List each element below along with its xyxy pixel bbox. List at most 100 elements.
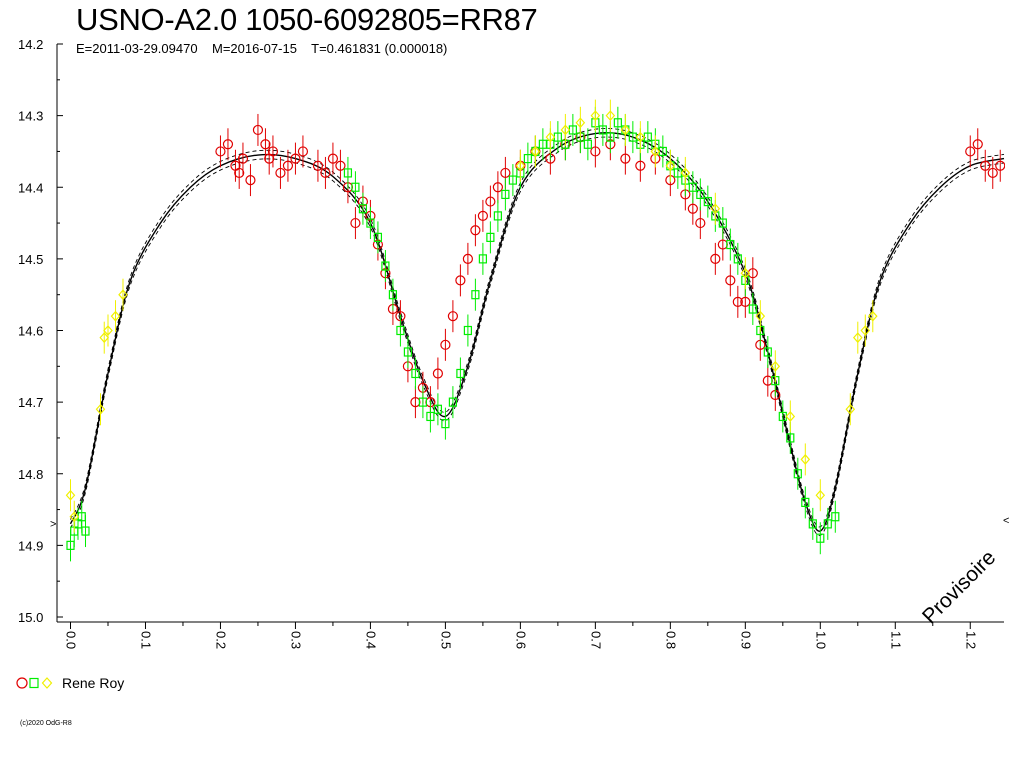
square-point-green	[343, 156, 353, 189]
diamond-point-yellow	[560, 113, 571, 146]
circle-point-red	[462, 242, 473, 275]
diamond-point-yellow	[740, 257, 751, 290]
square-point-green	[426, 400, 435, 433]
diamond-point-yellow	[800, 443, 811, 476]
x-tick-label: 0.9	[738, 631, 753, 649]
circle-point-red	[972, 128, 983, 161]
diamond-point-yellow	[650, 135, 661, 168]
circle-point-red	[327, 142, 339, 175]
legend: Rene Roy	[16, 675, 124, 691]
y-tick-label: 14.6	[18, 324, 43, 339]
square-point-green	[351, 171, 360, 204]
copyright-text: (c)2020 OdG-R8	[20, 720, 72, 727]
circle-point-red	[320, 156, 331, 189]
square-point-green	[433, 393, 443, 426]
x-tick-label: 0.0	[63, 631, 78, 649]
circle-point-red	[350, 207, 361, 240]
diamond-point-yellow	[545, 121, 556, 154]
circle-point-red	[282, 149, 294, 182]
square-point-green	[388, 278, 398, 311]
square-point-green	[396, 314, 405, 347]
circle-point-red	[290, 142, 301, 175]
diamond-point-yellow	[770, 350, 781, 383]
square-point-green	[808, 507, 817, 540]
square-point-green	[81, 515, 90, 548]
circle-point-red	[410, 386, 421, 419]
circle-point-red	[477, 199, 488, 232]
circle-point-red	[335, 149, 346, 182]
y-tick-label: 14.2	[18, 37, 43, 52]
square-point-green	[366, 207, 375, 240]
circle-point-red	[234, 156, 245, 189]
legend-markers	[16, 677, 53, 689]
circle-point-red	[447, 300, 458, 333]
circle-point-red	[222, 128, 234, 161]
model-curve-bound	[70, 136, 1005, 536]
chart-title: USNO-A2.0 1050-6092805=RR87	[76, 2, 538, 37]
diamond-point-yellow	[575, 106, 586, 139]
square-point-green	[688, 171, 697, 204]
square-point-green	[718, 207, 727, 240]
square-point-green	[823, 507, 832, 540]
legend-label: Rene Roy	[62, 675, 125, 691]
circle-point-red	[297, 135, 309, 168]
axes-layer: 14.2 14.3 14.4 14.5 14.6 14.7 14.8 14.9 15.0 0.0 0…	[18, 37, 1004, 649]
square-point-green	[538, 128, 547, 161]
square-point-green	[703, 185, 712, 218]
x-tick-label: 0.8	[663, 631, 678, 649]
diamond-point-yellow	[95, 393, 106, 426]
square-point-green	[501, 178, 510, 211]
circle-point-red	[245, 164, 256, 197]
square-point-green	[583, 128, 592, 161]
y-tick-label: 14.3	[18, 109, 43, 124]
diamond-point-yellow	[99, 321, 110, 354]
square-point-green	[673, 156, 682, 189]
diamond-point-yellow	[605, 99, 616, 132]
diamond-point-yellow	[620, 113, 631, 146]
square-point-green	[553, 121, 562, 154]
circle-point-red	[260, 128, 271, 161]
circle-point-red	[965, 135, 976, 168]
circle-point-red	[620, 142, 631, 175]
diamond-point-yellow	[680, 156, 691, 189]
data-points-layer	[65, 99, 1005, 562]
circle-point-red	[275, 156, 286, 189]
diamond-point-yellow	[103, 314, 113, 347]
circle-point-red	[455, 264, 466, 297]
circle-point-red	[267, 135, 279, 168]
circle-point-red	[485, 185, 496, 218]
diamond-point-yellow	[118, 278, 128, 311]
square-point-green	[613, 106, 622, 139]
square-point-green	[801, 486, 810, 519]
square-point-green	[463, 314, 472, 347]
square-point-green	[403, 335, 413, 368]
circle-point-red	[725, 264, 736, 297]
square-point-green	[831, 500, 840, 533]
square-point-green	[411, 357, 420, 390]
square-point-green	[456, 357, 465, 390]
diamond-point-yellow	[785, 400, 796, 433]
diamond-point-yellow	[69, 500, 80, 533]
corner-arrow-mark: <	[1003, 515, 1010, 527]
circle-point-red	[695, 207, 706, 240]
circle-point-red	[432, 357, 444, 390]
diamond-point-yellow	[665, 149, 676, 182]
model-curve-layer	[69, 128, 1005, 536]
circle-point-red	[492, 171, 503, 204]
square-point-green	[696, 178, 705, 211]
circle-point-red	[215, 135, 226, 168]
square-point-green	[598, 113, 607, 146]
circle-point-red	[590, 135, 601, 168]
circle-point-red	[470, 214, 481, 247]
square-point-green	[793, 457, 802, 490]
circle-point-red	[237, 142, 249, 175]
circle-point-red	[732, 285, 743, 318]
x-tick-label: 0.1	[138, 631, 153, 649]
diamond-point-yellow	[635, 121, 646, 154]
model-curve-bound	[70, 128, 1005, 528]
square-point-green	[508, 164, 517, 197]
diamond-point-yellow	[590, 99, 601, 132]
x-tick-label: 1.1	[888, 631, 903, 649]
square-point-green	[733, 242, 742, 275]
square-point-green	[523, 142, 532, 175]
